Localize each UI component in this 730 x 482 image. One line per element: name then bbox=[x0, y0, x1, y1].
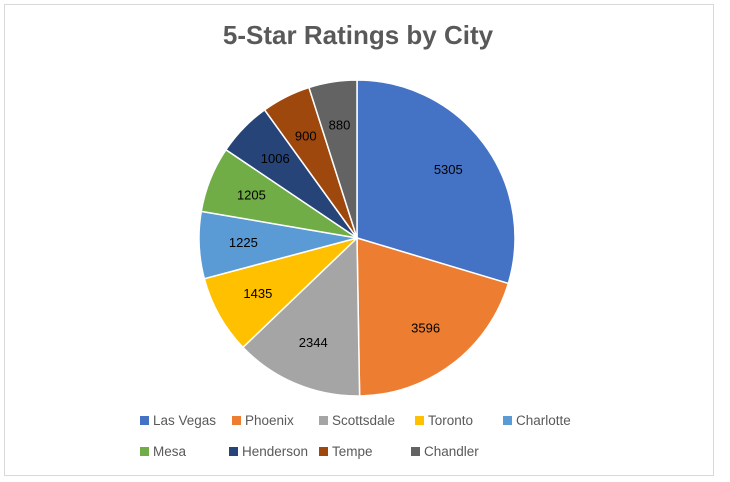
data-label-tempe: 900 bbox=[295, 128, 317, 143]
legend-swatch-toronto bbox=[415, 416, 424, 425]
data-label-toronto: 1435 bbox=[243, 286, 272, 301]
chart-title: 5-Star Ratings by City bbox=[222, 20, 494, 50]
legend-swatch-mesa bbox=[140, 447, 149, 456]
legend-swatch-charlotte bbox=[503, 416, 512, 425]
legend-label-mesa: Mesa bbox=[153, 444, 187, 459]
legend-label-henderson: Henderson bbox=[242, 444, 308, 459]
data-label-charlotte: 1225 bbox=[229, 235, 258, 250]
data-label-scottsdale: 2344 bbox=[299, 335, 328, 350]
pie-slice-las-vegas bbox=[356, 79, 516, 285]
data-label-phoenix: 3596 bbox=[411, 321, 440, 336]
legend-label-chandler: Chandler bbox=[424, 444, 479, 459]
legend-label-toronto: Toronto bbox=[428, 413, 473, 428]
pie-slice-phoenix bbox=[356, 236, 510, 397]
legend-swatch-scottsdale bbox=[319, 416, 328, 425]
legend-label-las-vegas: Las Vegas bbox=[153, 413, 216, 428]
data-label-mesa: 1205 bbox=[237, 188, 266, 203]
legend-swatch-tempe bbox=[319, 447, 328, 456]
legend-label-phoenix: Phoenix bbox=[245, 413, 294, 428]
legend-label-scottsdale: Scottsdale bbox=[332, 413, 395, 428]
legend-swatch-las-vegas bbox=[140, 416, 149, 425]
legend-swatch-henderson bbox=[229, 447, 238, 456]
pie-slice-chandler bbox=[308, 79, 358, 239]
legend-swatch-phoenix bbox=[232, 416, 241, 425]
legend-label-tempe: Tempe bbox=[332, 444, 373, 459]
legend-swatch-chandler bbox=[411, 447, 420, 456]
data-label-chandler: 880 bbox=[329, 118, 351, 133]
pie-slice-scottsdale bbox=[241, 236, 361, 397]
data-label-henderson: 1006 bbox=[261, 151, 290, 166]
data-label-las-vegas: 5305 bbox=[434, 162, 463, 177]
legend-label-charlotte: Charlotte bbox=[516, 413, 571, 428]
